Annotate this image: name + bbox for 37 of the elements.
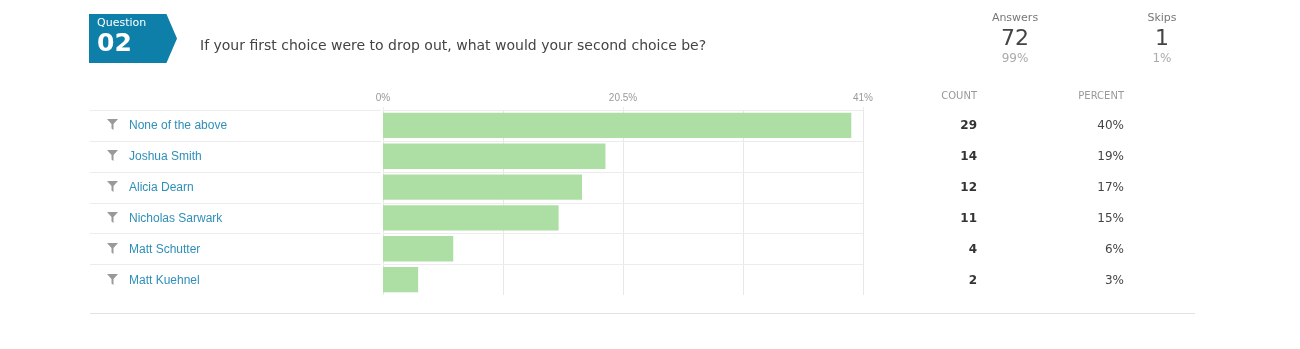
text: 2: [968, 272, 977, 287]
data-label: 3%: [1104, 272, 1124, 287]
data-label: 15%: [1097, 210, 1124, 225]
bar: [383, 266, 419, 293]
x2-tick-label: 0%: [375, 91, 391, 103]
bar: [383, 236, 454, 262]
bar: [383, 205, 559, 231]
bar: [383, 174, 583, 200]
text: 29: [960, 118, 977, 133]
y-tick-label: Joshua Smith: [129, 149, 202, 164]
bar: [383, 143, 606, 169]
text: 99%: [1001, 51, 1029, 65]
y-tick-label: Matt Kuehnel: [129, 272, 200, 287]
y-tick-label: Matt Schutter: [129, 241, 201, 256]
text: Skips: [1147, 11, 1177, 24]
data-label: 6%: [1104, 241, 1124, 256]
chart-title: If your first choice were to drop out, what would your second choice be?: [200, 37, 707, 53]
text: 1: [1155, 24, 1169, 50]
x2-tick-label: 41%: [852, 91, 874, 103]
text: 12: [960, 180, 977, 195]
data-label: 19%: [1097, 149, 1124, 164]
text: 72: [1001, 24, 1029, 50]
text: 4: [968, 241, 977, 256]
text: 11: [960, 210, 977, 225]
y-tick-label: Nicholas Sarwark: [129, 210, 224, 225]
y-tick-label: None of the above: [129, 118, 228, 133]
y-tick-label: Alicia Dearn: [129, 180, 194, 195]
text: PERCENT: [1078, 89, 1125, 101]
text: COUNT: [941, 89, 978, 101]
data-label: 17%: [1097, 180, 1124, 195]
text: 1%: [1152, 51, 1172, 65]
data-label: 40%: [1097, 118, 1124, 133]
text: Answers: [991, 11, 1039, 24]
bar: [383, 112, 852, 139]
text: 14: [960, 149, 977, 164]
question-badge: Question 02: [89, 14, 177, 63]
x2-tick-label: 20.5%: [608, 91, 638, 103]
